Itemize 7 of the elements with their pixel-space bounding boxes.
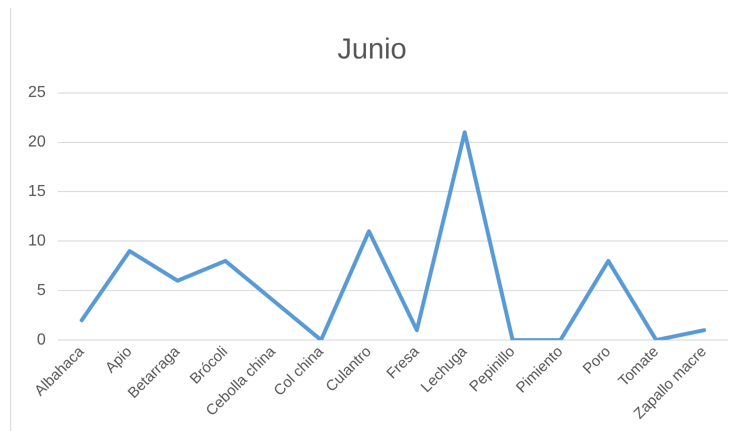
y-tick-label: 15: [28, 183, 46, 200]
y-tick-label: 20: [28, 134, 46, 151]
chart-title: Junio: [337, 33, 407, 66]
y-tick-label: 10: [28, 232, 46, 250]
y-tick-label: 0: [36, 331, 46, 348]
y-tick-label: 5: [36, 282, 46, 300]
y-tick-label: 25: [28, 84, 46, 102]
